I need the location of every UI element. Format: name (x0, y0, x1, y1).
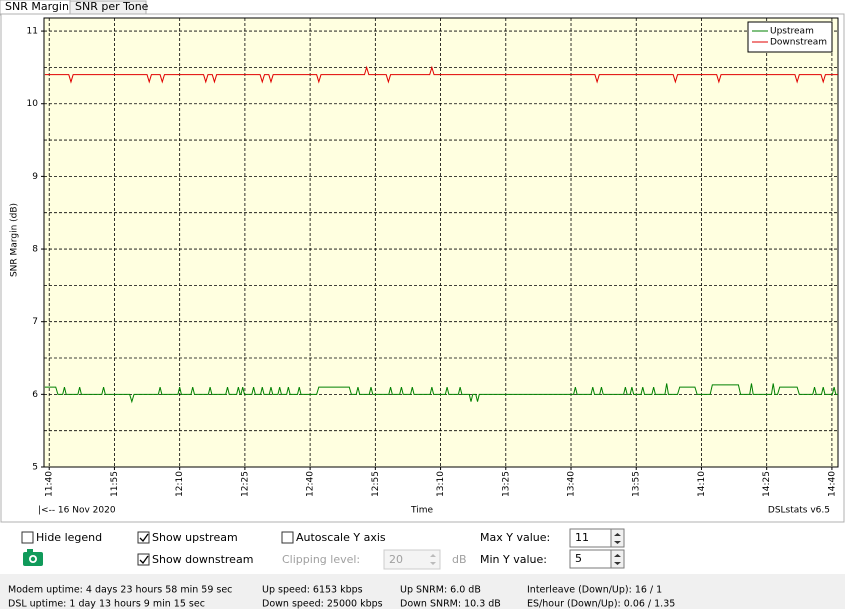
checkbox-label[interactable]: Hide legend (36, 531, 102, 544)
checkbox[interactable] (137, 531, 150, 544)
series-line (44, 383, 838, 404)
x-tick-label: 12:10 (175, 471, 185, 497)
spinner[interactable] (610, 549, 625, 569)
checkmark (139, 555, 149, 565)
camera-top[interactable] (27, 549, 33, 553)
y-tick-label: 10 (27, 99, 39, 109)
y-tick-label: 11 (27, 27, 38, 37)
max-y-value[interactable]: 11 (575, 531, 589, 544)
x-tick-label: 14:10 (697, 471, 707, 497)
spinner-arrows (614, 533, 621, 544)
checkbox-label[interactable]: Autoscale Y axis (296, 531, 386, 544)
checkbox-label[interactable]: Show upstream (152, 531, 238, 544)
y-tick-label: 9 (32, 172, 38, 182)
plot-area (43, 17, 839, 468)
spinner-arrows (614, 554, 621, 565)
checkbox-label[interactable]: Show downstream (152, 553, 253, 566)
controls: Hide legend Show upstream Show downstrea… (21, 528, 625, 570)
status-bar (0, 574, 845, 609)
legend-label: Downstream (770, 38, 827, 48)
status-text: Modem uptime: 4 days 23 hours 58 min 59 … (8, 585, 232, 596)
y-tick-label: 6 (32, 390, 38, 400)
status-text: Up SNRM: 6.0 dB (400, 585, 481, 596)
clipping-value[interactable]: 20 (389, 553, 403, 566)
x-tick-label: 13:40 (567, 471, 577, 497)
clipping-unit: dB (452, 553, 467, 566)
footer: DSLstats v6.5 (768, 506, 830, 516)
status-text: Down SNRM: 10.3 dB (400, 599, 501, 609)
max-y-label: Max Y value: (480, 531, 550, 544)
legend-label: Upstream (770, 27, 814, 37)
x-tick-label: 14:25 (762, 471, 772, 497)
x-tick-label: 13:55 (632, 471, 642, 497)
min-y-label: Min Y value: (480, 553, 547, 566)
legend-box (747, 21, 833, 53)
clipping-label: Clipping level: (282, 553, 360, 566)
y-tick-label: 8 (32, 245, 38, 255)
y-axis-label: SNR Margin (dB) (10, 203, 20, 277)
camera-icon[interactable] (23, 549, 43, 566)
series-line (44, 65, 838, 84)
checkbox[interactable] (21, 531, 34, 544)
x-tick-label: 12:55 (371, 471, 381, 497)
clipping-input[interactable] (383, 549, 441, 570)
x-tick-label: 14:40 (827, 471, 837, 497)
status-text: Up speed: 6153 kbps (262, 585, 363, 596)
min-y-value[interactable]: 5 (575, 552, 582, 565)
x-axis-label: Time (410, 506, 433, 516)
y-tick-label: 7 (32, 317, 38, 327)
checkmark (139, 533, 149, 543)
x-tick-label: 11:40 (45, 471, 55, 497)
x-tick-label: 12:40 (306, 471, 316, 497)
camera-lens-inner[interactable] (30, 556, 36, 562)
status-text: Down speed: 25000 kbps (262, 599, 383, 609)
y-tick-label: 5 (32, 463, 38, 473)
x-tick-label: 13:25 (501, 471, 511, 497)
checkbox[interactable] (281, 531, 294, 544)
tab-label[interactable]: SNR per Tone (75, 0, 149, 13)
checkbox[interactable] (137, 553, 150, 566)
x-tick-label: 12:25 (240, 471, 250, 497)
x-tick-label: 13:10 (436, 471, 446, 497)
status-text: DSL uptime: 1 day 13 hours 9 min 15 sec (8, 599, 205, 609)
status-text: ES/hour (Down/Up): 0.06 / 1.35 (527, 599, 675, 609)
tab-label[interactable]: SNR Margin (5, 0, 69, 13)
date-label: |<-- 16 Nov 2020 (38, 506, 116, 516)
spinner[interactable] (430, 554, 436, 565)
x-tick-label: 11:55 (110, 471, 120, 497)
status-text: Interleave (Down/Up): 16 / 1 (527, 585, 662, 596)
spinner[interactable] (610, 528, 625, 548)
